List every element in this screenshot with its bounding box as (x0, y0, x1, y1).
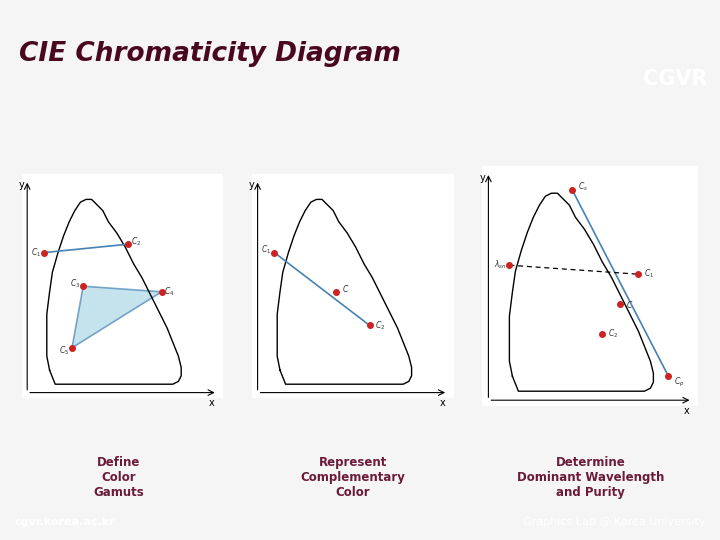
Text: $C_3$: $C_3$ (70, 277, 81, 289)
Text: x: x (683, 406, 689, 416)
Text: $C_2$: $C_2$ (375, 319, 385, 332)
Text: $C_p$: $C_p$ (675, 376, 685, 389)
Text: $C_s$: $C_s$ (578, 181, 588, 193)
Text: Define
Color
Gamuts: Define Color Gamuts (94, 456, 144, 500)
Text: CIE Chromaticity Diagram: CIE Chromaticity Diagram (19, 41, 401, 67)
Text: y: y (19, 180, 24, 191)
Text: $C_1$: $C_1$ (644, 268, 654, 280)
Text: $C_4$: $C_4$ (164, 286, 175, 298)
Text: cgvr.korea.ac.kr: cgvr.korea.ac.kr (14, 517, 115, 527)
Text: Determine
Dominant Wavelength
and Purity: Determine Dominant Wavelength and Purity (517, 456, 664, 500)
Text: Represent
Complementary
Color: Represent Complementary Color (300, 456, 405, 500)
Text: x: x (439, 398, 445, 408)
Text: y: y (249, 180, 255, 191)
Text: x: x (209, 398, 215, 408)
Text: $C$: $C$ (626, 299, 634, 310)
Text: $\lambda_{sn}$: $\lambda_{sn}$ (494, 259, 506, 272)
Text: Graphics Lab @ Korea University: Graphics Lab @ Korea University (523, 517, 706, 527)
Text: $C_2$: $C_2$ (608, 328, 618, 340)
Text: CGVR: CGVR (643, 69, 707, 89)
Text: $C_2$: $C_2$ (131, 235, 141, 248)
Text: $C_1$: $C_1$ (261, 244, 271, 256)
Text: y: y (480, 173, 485, 183)
Text: $C_5$: $C_5$ (59, 345, 69, 357)
Text: $C_1$: $C_1$ (31, 246, 41, 259)
Polygon shape (72, 286, 161, 348)
Text: $C$: $C$ (341, 284, 349, 294)
